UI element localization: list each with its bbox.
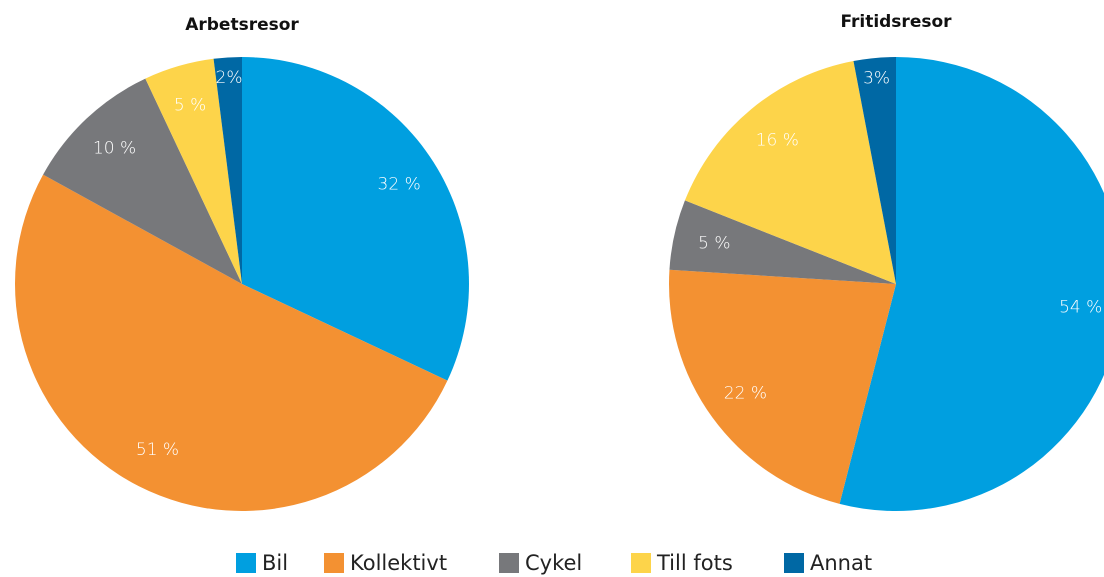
legend-label: Cykel xyxy=(525,551,582,575)
pie-slice xyxy=(213,57,242,284)
legend-swatch xyxy=(499,553,519,573)
legend-swatch xyxy=(631,553,651,573)
data-label: 22 % xyxy=(724,383,767,403)
legend-swatch xyxy=(324,553,344,573)
legend-label: Kollektivt xyxy=(350,551,447,575)
legend-label: Bil xyxy=(262,551,288,575)
pie-slice xyxy=(839,57,1104,511)
pie-slice xyxy=(145,58,242,284)
legend-label: Till fots xyxy=(656,551,733,575)
pie-slice xyxy=(669,200,896,284)
pie-slice xyxy=(684,61,896,284)
legend-swatch xyxy=(236,553,256,573)
pie-slice xyxy=(43,78,242,285)
data-label: 54 % xyxy=(1059,297,1102,317)
chart-title: Fritidsresor xyxy=(840,12,952,32)
legend-swatch xyxy=(784,553,804,573)
data-label: 32 % xyxy=(378,174,421,194)
data-label: 5 % xyxy=(174,95,206,115)
legend-label: Annat xyxy=(810,551,872,575)
pie-slice xyxy=(853,57,896,284)
data-label: 16 % xyxy=(756,131,799,151)
pie-slice xyxy=(668,269,896,504)
data-label: 51 % xyxy=(136,440,179,460)
data-label: 10 % xyxy=(93,138,136,158)
pie-slice xyxy=(242,57,469,381)
pie-slice xyxy=(14,174,448,512)
data-label: 2% xyxy=(216,68,243,88)
chart-title: Arbetsresor xyxy=(185,15,299,35)
data-label: 3% xyxy=(863,68,890,88)
data-label: 5 % xyxy=(698,233,730,253)
